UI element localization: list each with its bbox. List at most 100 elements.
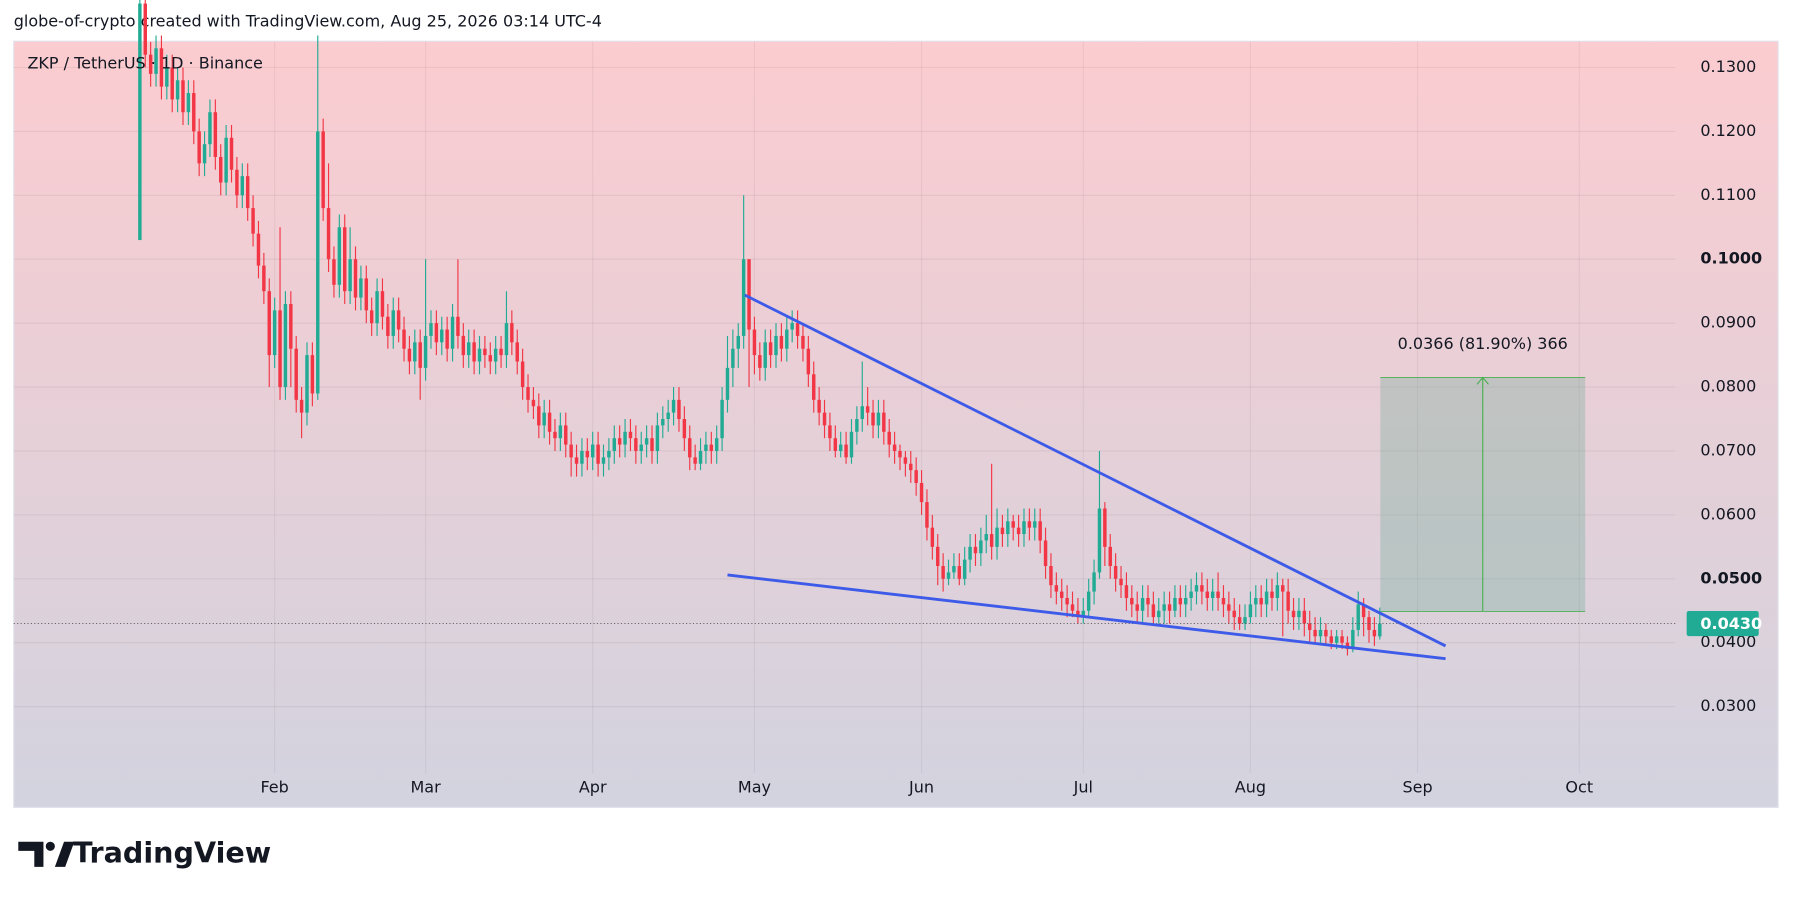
- y-tick-label: 0.0800: [1700, 377, 1756, 396]
- candle-body: [1340, 636, 1344, 643]
- candle-body: [758, 355, 762, 368]
- candle-body: [671, 399, 676, 413]
- candle-body: [1275, 585, 1280, 598]
- candle-body: [1146, 597, 1150, 605]
- candle-body: [208, 112, 212, 145]
- y-tick-label: 0.1000: [1700, 249, 1762, 268]
- candle-body: [235, 169, 239, 196]
- candle-body: [806, 348, 811, 375]
- chart-title: ZKP / TetherUS · 1D · Binance: [27, 54, 262, 73]
- x-tick-label: Feb: [260, 777, 288, 796]
- candle-body: [1178, 597, 1183, 605]
- candle-body: [817, 399, 821, 413]
- candle-body: [1119, 578, 1123, 586]
- candle-body: [1092, 572, 1096, 592]
- candle-body: [316, 131, 320, 394]
- candle-body: [774, 335, 778, 356]
- candle-body: [677, 399, 681, 420]
- candle-body: [898, 450, 902, 458]
- candle-body: [499, 348, 503, 356]
- chart-background: [13, 40, 1779, 808]
- candle-body: [305, 355, 309, 413]
- candle-body: [833, 438, 838, 451]
- candle-body: [968, 546, 972, 560]
- candle-body: [434, 323, 439, 343]
- candle-body: [1227, 604, 1231, 611]
- candle-body: [838, 444, 843, 451]
- candle-body: [1113, 566, 1118, 579]
- candle-body: [1006, 521, 1010, 535]
- candle-body: [175, 80, 180, 100]
- candle-body: [655, 425, 660, 451]
- candle-body: [574, 457, 579, 464]
- candle-body: [936, 546, 940, 567]
- candle-body: [747, 259, 751, 330]
- candle-body: [450, 316, 455, 349]
- candle-body: [251, 208, 255, 234]
- y-tick-label: 0.1200: [1700, 121, 1756, 140]
- candle-body: [332, 259, 336, 285]
- candle-body: [192, 93, 196, 132]
- candle-body: [154, 48, 158, 74]
- candle-body: [903, 457, 908, 464]
- candle-body: [812, 374, 816, 400]
- y-tick-label: 0.1100: [1700, 185, 1756, 204]
- candle-body: [612, 438, 617, 451]
- candle-body: [143, 3, 147, 55]
- candle-body: [752, 329, 757, 356]
- candle-body: [644, 438, 649, 445]
- candle-body: [1210, 591, 1215, 598]
- candle-body: [887, 431, 891, 445]
- candle-body: [1054, 585, 1059, 592]
- candle-body: [531, 399, 536, 407]
- candle-body: [882, 412, 886, 432]
- candle-body: [876, 412, 881, 426]
- candle-body: [1254, 597, 1258, 605]
- candle-body: [256, 233, 261, 266]
- candle-body: [413, 342, 417, 362]
- candle-body: [704, 444, 708, 451]
- candle-body: [860, 406, 864, 420]
- candle-body: [596, 444, 600, 464]
- candle-body: [779, 335, 784, 349]
- measure-label: 0.0366 (81.90%) 366: [1398, 334, 1568, 353]
- candle-body: [1351, 629, 1355, 650]
- candle-body: [1216, 591, 1220, 598]
- candle-body: [962, 559, 967, 579]
- candle-body: [219, 156, 223, 183]
- candle-body: [628, 431, 633, 439]
- candle-body: [396, 310, 401, 330]
- candle-body: [558, 425, 563, 439]
- candle-body: [1378, 623, 1382, 637]
- candle-body: [650, 438, 654, 451]
- y-tick-label: 0.0600: [1700, 504, 1756, 523]
- candle-body: [526, 387, 530, 400]
- x-tick-label: Jul: [1073, 777, 1093, 796]
- candle-body: [763, 342, 767, 368]
- candle-body: [1372, 629, 1377, 637]
- candle-body: [952, 566, 956, 573]
- candle-body: [165, 67, 169, 87]
- candle-body: [456, 316, 460, 336]
- candle-body: [736, 335, 740, 349]
- candle-body: [1124, 585, 1129, 598]
- candle-body: [698, 450, 703, 464]
- candle-body: [1334, 636, 1339, 643]
- candle-body: [472, 342, 476, 362]
- candle-body: [844, 444, 848, 458]
- candle-body: [1027, 521, 1032, 528]
- candle-body: [267, 291, 271, 356]
- candle-body: [1297, 610, 1301, 618]
- candle-body: [1097, 508, 1102, 573]
- candle-body: [386, 316, 390, 336]
- candle-body: [601, 457, 606, 464]
- candle-body: [914, 470, 918, 483]
- candle-body: [375, 291, 379, 324]
- trendline: [744, 293, 1447, 648]
- candle-body: [979, 540, 983, 554]
- candle-body: [590, 444, 595, 458]
- x-tick-label: Sep: [1402, 777, 1432, 796]
- candle-body: [617, 438, 622, 445]
- candle-body: [731, 348, 735, 368]
